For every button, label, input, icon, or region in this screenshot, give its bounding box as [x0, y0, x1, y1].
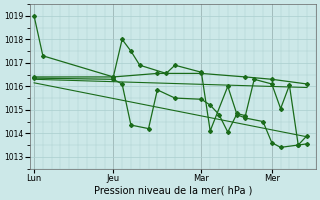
X-axis label: Pression niveau de la mer( hPa ): Pression niveau de la mer( hPa ) — [93, 186, 252, 196]
